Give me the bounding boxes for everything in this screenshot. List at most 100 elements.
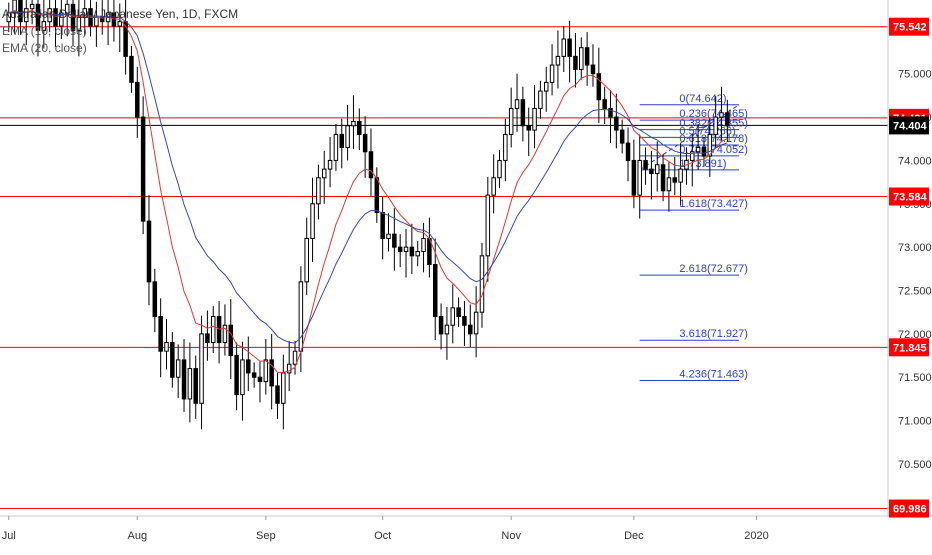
candle-up: [514, 99, 520, 109]
time-tick-label: 2020: [744, 530, 768, 542]
candle-up: [637, 159, 642, 196]
candle-down: [158, 316, 163, 352]
candle-up: [12, 0, 17, 14]
candle-up: [286, 363, 292, 374]
level-price-label: 75.542: [893, 22, 927, 34]
candle-down: [602, 99, 607, 109]
candle-down: [146, 220, 152, 283]
candle-up: [64, 3, 70, 14]
candle-up: [263, 359, 269, 383]
price-tick-label: 74.000: [898, 155, 932, 167]
price-tick-label: 70.500: [898, 459, 932, 471]
candle-down: [357, 120, 362, 135]
candle-down: [608, 107, 613, 118]
candlesticks: [6, 0, 730, 430]
candle-down: [257, 376, 263, 383]
candle-down: [725, 112, 730, 127]
candle-down: [246, 359, 251, 374]
fib-level-label: 1.618(73.427): [679, 198, 748, 210]
candle-down: [368, 151, 374, 179]
candle-up: [497, 159, 502, 179]
candle-up: [555, 55, 561, 66]
candle-down: [590, 64, 596, 75]
candle-up: [713, 116, 718, 135]
ema-20-line: [8, 11, 728, 344]
candle-up: [164, 342, 169, 352]
candle-up: [403, 246, 409, 252]
last-price-label: 74.404: [893, 120, 928, 132]
candle-up: [333, 133, 339, 161]
candle-up: [579, 47, 584, 70]
candle-up: [240, 359, 245, 396]
candle-up: [199, 333, 204, 404]
candle-down: [409, 246, 415, 257]
level-price-label: 73.584: [893, 192, 928, 204]
price-tick-label: 72.000: [898, 329, 932, 341]
candle-down: [228, 324, 234, 357]
time-tick-label: Jul: [2, 530, 16, 542]
candle-up: [678, 168, 683, 183]
candle-up: [695, 146, 701, 153]
candle-up: [29, 3, 35, 10]
candle-up: [386, 233, 391, 239]
candle-down: [526, 125, 531, 131]
candle-down: [111, 12, 117, 27]
candle-down: [35, 3, 41, 31]
candle-up: [561, 38, 567, 57]
candle-down: [129, 55, 134, 83]
level-price-tag: [889, 17, 929, 36]
fib-level-label: 0.236(74.465): [679, 108, 748, 120]
candle-down: [462, 316, 467, 326]
candle-down: [432, 264, 438, 318]
level-price-label: 69.986: [893, 504, 927, 516]
candle-down: [438, 316, 444, 335]
candle-up: [316, 177, 321, 205]
candle-up: [532, 107, 537, 131]
candle-up: [690, 151, 695, 161]
candle-down: [135, 81, 140, 118]
candle-down: [573, 55, 578, 70]
candle-down: [619, 129, 625, 144]
price-tick-label: 72.500: [898, 286, 932, 298]
candle-down: [275, 385, 280, 404]
candle-up: [304, 237, 309, 283]
candle-down: [251, 372, 257, 378]
candle-down: [193, 368, 198, 404]
candle-down: [205, 333, 210, 344]
candle-down: [520, 99, 526, 127]
candle-up: [321, 168, 327, 179]
fib-level-label: 0(74.642): [679, 93, 726, 105]
candle-down: [140, 116, 146, 222]
candle-down: [70, 3, 76, 31]
candle-up: [24, 8, 29, 23]
time-tick-label: Dec: [624, 530, 644, 542]
level-price-tag: [889, 338, 929, 357]
candle-down: [468, 324, 473, 335]
level-price-tag: [889, 499, 929, 518]
candle-down: [269, 359, 274, 387]
candle-up: [421, 237, 426, 252]
candle-up: [444, 324, 450, 335]
candle-up: [6, 12, 12, 23]
level-price-label: 71.845: [893, 342, 927, 354]
level-price-tag: [889, 187, 929, 206]
time-tick-label: Nov: [501, 530, 521, 542]
candle-down: [625, 142, 631, 161]
price-tick-label: 75.000: [898, 69, 932, 81]
fib-level-label: 2.618(72.677): [679, 263, 748, 275]
time-tick-label: Oct: [374, 530, 391, 542]
candle-up: [76, 16, 82, 31]
candle-up: [210, 316, 216, 344]
candle-up: [298, 281, 304, 352]
candle-down: [181, 359, 187, 400]
candle-up: [719, 112, 724, 118]
candle-down: [392, 233, 397, 248]
candle-down: [152, 281, 158, 318]
candle-up: [117, 21, 123, 27]
candle-up: [707, 133, 713, 157]
candle-down: [614, 116, 619, 131]
candle-up: [82, 8, 87, 18]
